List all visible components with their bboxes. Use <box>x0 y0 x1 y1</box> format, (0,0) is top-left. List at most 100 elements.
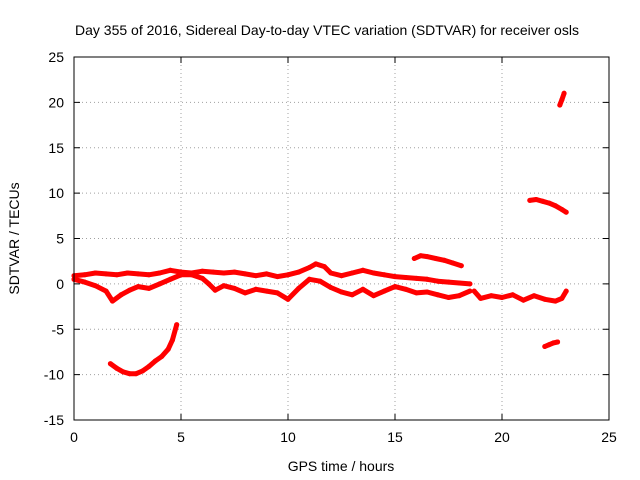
data-point <box>82 272 88 278</box>
data-point <box>441 257 447 263</box>
data-point <box>435 278 441 284</box>
data-point <box>127 287 133 293</box>
series-arc-around-16h <box>411 253 464 269</box>
data-point <box>510 292 516 298</box>
data-point <box>456 280 462 286</box>
y-axis-label: SDTVAR / TECUs <box>6 182 22 294</box>
data-point <box>381 288 387 294</box>
data-point <box>446 295 451 300</box>
data-point <box>167 267 173 273</box>
x-tick-label: 0 <box>70 429 78 445</box>
data-point <box>306 265 312 270</box>
data-point <box>555 339 561 345</box>
data-point <box>210 269 216 275</box>
data-point <box>264 288 270 294</box>
data-point <box>392 274 398 280</box>
chart-title: Day 355 of 2016, Sidereal Day-to-day VTE… <box>75 22 579 38</box>
data-point <box>371 270 377 276</box>
grid <box>74 57 609 420</box>
data-point <box>546 342 552 348</box>
data-point <box>146 285 152 291</box>
data-point <box>403 286 409 292</box>
data-point <box>392 284 398 290</box>
data-point <box>527 197 533 203</box>
data-point <box>174 322 180 328</box>
data-point <box>169 337 175 343</box>
data-point <box>178 272 184 278</box>
data-point <box>206 281 212 287</box>
series-line <box>471 288 569 304</box>
data-point <box>553 203 558 209</box>
data-point <box>559 207 565 212</box>
data-point <box>189 272 195 278</box>
data-point <box>403 275 409 280</box>
data-point <box>133 371 139 377</box>
data-point <box>553 298 558 304</box>
data-point <box>103 271 109 277</box>
data-point <box>550 340 556 346</box>
x-axis-label: GPS time / hours <box>288 458 395 474</box>
data-point <box>135 271 141 277</box>
data-point <box>253 273 259 279</box>
data-point <box>313 261 319 267</box>
y-tick-label: -5 <box>52 321 65 337</box>
data-point <box>339 289 344 295</box>
data-point <box>232 285 237 291</box>
data-point <box>146 364 152 369</box>
data-point <box>135 284 141 290</box>
series-low-arc <box>107 322 180 377</box>
data-point <box>413 290 419 296</box>
data-point <box>321 264 327 270</box>
y-tick-label: 10 <box>48 185 64 201</box>
data-point <box>328 270 334 276</box>
data-point <box>446 279 451 285</box>
axis-ticks: 0 5 10 15 20 25 -15 -10 -5 0 5 10 15 20 25 <box>44 49 617 445</box>
data-point <box>242 290 248 296</box>
data-series <box>71 90 569 377</box>
y-tick-label: -10 <box>44 367 64 383</box>
data-point <box>546 200 552 206</box>
series-main-band-tail <box>471 288 569 304</box>
y-tick-label: -15 <box>44 412 64 428</box>
data-point <box>264 271 270 277</box>
x-tick-label: 15 <box>387 429 403 445</box>
data-point <box>559 295 565 301</box>
data-point <box>120 369 126 375</box>
data-point <box>433 256 439 261</box>
data-point <box>157 281 163 287</box>
data-point <box>328 285 334 290</box>
y-tick-label: 0 <box>56 276 64 292</box>
series-arc-21-23h <box>527 197 569 215</box>
data-point <box>103 288 109 294</box>
x-tick-label: 10 <box>280 429 296 445</box>
data-point <box>110 298 115 304</box>
data-point <box>424 254 430 260</box>
data-point <box>424 276 430 282</box>
data-point <box>360 286 366 292</box>
data-point <box>563 209 569 215</box>
x-tick-label: 20 <box>494 429 510 445</box>
data-point <box>107 361 113 367</box>
data-point <box>152 358 158 364</box>
series-arc-near-22h-low <box>542 339 561 349</box>
data-point <box>296 269 302 275</box>
series-main-band-upper <box>71 261 473 287</box>
data-point <box>467 281 473 287</box>
series-arc-near-23h-high <box>557 90 567 108</box>
data-point <box>114 365 120 371</box>
data-point <box>306 276 312 282</box>
data-point <box>563 288 569 294</box>
data-point <box>232 269 237 275</box>
data-point <box>199 268 205 274</box>
data-point <box>146 272 152 278</box>
data-point <box>413 275 419 281</box>
data-point <box>118 292 124 298</box>
data-point <box>92 283 98 289</box>
data-point <box>165 346 171 352</box>
data-point <box>450 260 456 266</box>
x-tick-label: 5 <box>177 429 185 445</box>
data-point <box>531 293 537 299</box>
data-point <box>371 293 377 299</box>
y-tick-label: 25 <box>48 49 64 65</box>
